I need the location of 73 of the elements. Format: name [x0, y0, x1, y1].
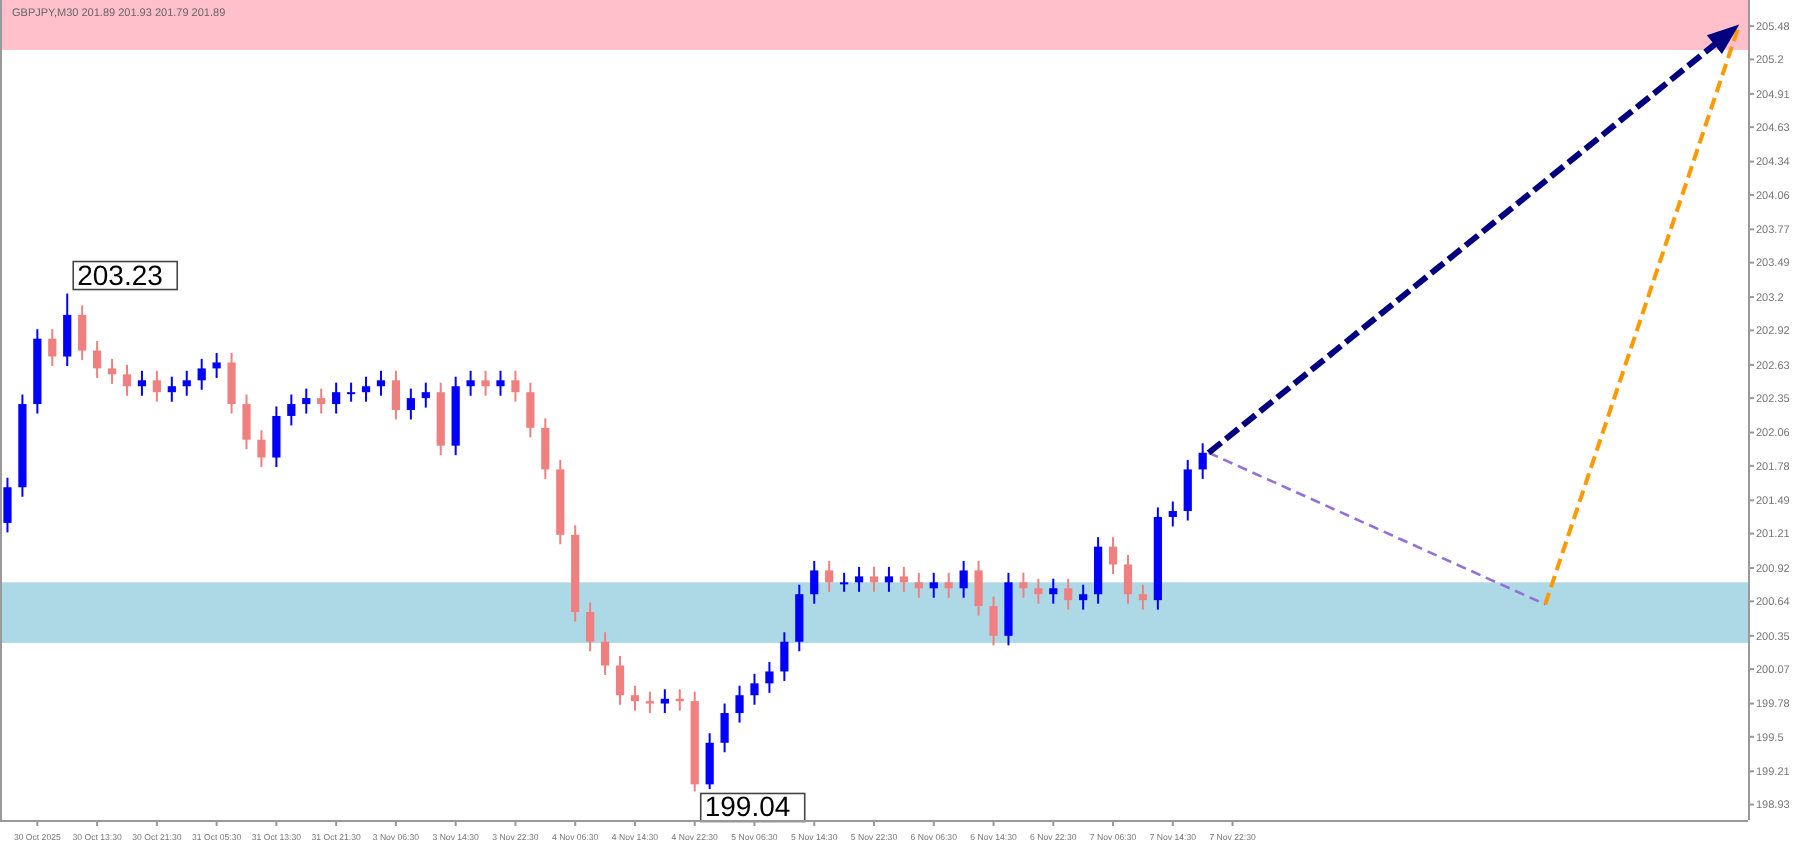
candlestick [78, 304, 87, 362]
candlestick [421, 381, 430, 409]
candlestick [1168, 500, 1177, 528]
candlestick [795, 583, 804, 653]
candlestick [1138, 583, 1148, 611]
candlestick [735, 684, 744, 724]
candlestick [645, 690, 655, 715]
candlestick [810, 559, 819, 605]
candlestick [48, 328, 57, 368]
candlestick [63, 292, 72, 368]
candlestick [227, 351, 236, 415]
candlestick [1034, 577, 1043, 605]
candlestick [765, 660, 774, 694]
annotation: 199.04 [704, 790, 791, 823]
candlestick [600, 631, 610, 677]
candlestick [376, 369, 386, 397]
candlestick [660, 688, 669, 715]
candlestick [1079, 583, 1088, 611]
candlestick [107, 357, 117, 385]
candlestick [137, 369, 147, 397]
candlestick [705, 732, 714, 791]
candlestick [959, 559, 968, 599]
annotation: 203.23 [77, 258, 164, 291]
candlestick [586, 601, 595, 653]
candlestick [1093, 536, 1103, 605]
candlestick [496, 369, 505, 397]
candlestick [630, 684, 640, 712]
candlestick [152, 369, 161, 403]
candlestick [287, 393, 296, 427]
candlestick [929, 571, 938, 599]
candlestick [854, 565, 864, 593]
candlestick [212, 351, 221, 379]
candlestick [541, 417, 550, 480]
candlestick [3, 476, 12, 534]
candlestick [720, 702, 729, 754]
candlestick [302, 387, 311, 415]
candlestick [526, 381, 535, 439]
candlestick [346, 381, 356, 403]
candlestick [884, 565, 894, 593]
candlestick [1183, 458, 1192, 522]
candlestick [1064, 577, 1073, 611]
candlestick [167, 375, 176, 403]
candlestick [944, 571, 953, 599]
candlestick [840, 571, 849, 593]
candlestick [511, 369, 520, 403]
candlestick [93, 340, 102, 379]
candlestick [197, 357, 206, 391]
candlestick [272, 405, 281, 469]
candlestick [914, 571, 923, 599]
candlestick [780, 631, 789, 682]
candlestick [361, 375, 371, 403]
candlestick [317, 387, 326, 415]
candlestick [332, 381, 341, 415]
candlestick [974, 559, 983, 617]
candlestick [1108, 536, 1118, 575]
candlestick [989, 595, 998, 647]
candlestick [825, 559, 834, 593]
candlestick [750, 672, 759, 706]
candlestick [182, 369, 191, 397]
candlestick [1019, 571, 1028, 599]
candlestick [869, 565, 879, 593]
candlestick [122, 363, 132, 397]
candlestick [257, 429, 266, 469]
candlestick [391, 369, 401, 421]
candlestick [466, 369, 475, 397]
candlestick [481, 369, 490, 397]
candlestick [1049, 577, 1058, 605]
candlestick [899, 565, 908, 593]
candlestick [242, 393, 251, 451]
candlestick [406, 387, 415, 421]
candlestick [615, 655, 625, 706]
candlestick [1123, 553, 1133, 605]
candlestick [1198, 442, 1207, 480]
